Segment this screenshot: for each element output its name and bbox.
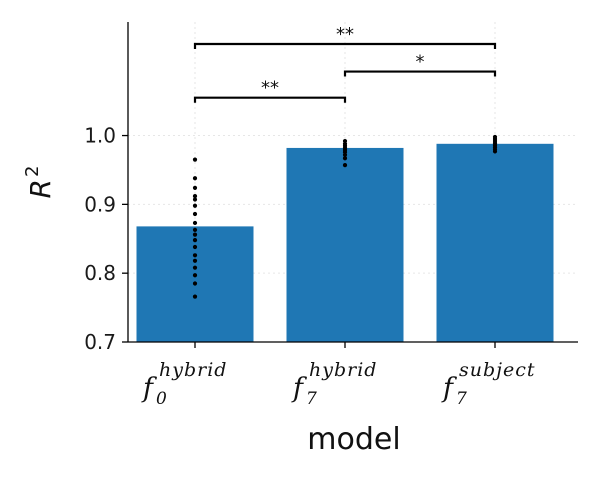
data-point: [192, 238, 198, 243]
data-point: [192, 157, 198, 162]
data-point: [192, 232, 198, 237]
x-tick-label-superscript: hybrid: [159, 359, 227, 381]
bracket-line: [193, 96, 347, 103]
data-point: [192, 203, 198, 208]
data-point: [342, 156, 348, 161]
x-axis-title: model: [307, 422, 400, 457]
data-point: [192, 227, 198, 232]
y-tick-label: 1.0: [84, 124, 116, 148]
bars: [136, 143, 554, 342]
x-tick-label-superscript: subject: [459, 359, 536, 381]
svg-text:R2: R2: [22, 166, 57, 199]
data-point: [192, 281, 198, 286]
data-point: [192, 197, 198, 202]
data-point: [192, 185, 198, 190]
y-tick-label: 0.9: [84, 192, 116, 216]
significance-brackets: *****: [193, 24, 497, 103]
y-axis-title-sup: 2: [22, 166, 43, 177]
x-tick-label: f 7 hybrid: [291, 359, 377, 409]
data-point: [192, 265, 198, 270]
axes: [127, 22, 578, 343]
data-point: [342, 152, 348, 157]
data-point: [192, 176, 198, 181]
data-point: [192, 220, 198, 226]
y-tick-label: 0.8: [84, 261, 116, 285]
y-axis-title-main: R: [24, 179, 57, 198]
data-point: [192, 253, 198, 258]
x-tick-label-subscript: 0: [156, 389, 167, 409]
bracket-line: [193, 42, 497, 50]
significance-label: **: [261, 78, 279, 99]
bracket-line: [343, 70, 497, 77]
significance-bracket: *: [343, 52, 497, 77]
x-tick-label: f 0 hybrid: [141, 359, 227, 409]
significance-label: **: [336, 24, 354, 45]
data-point: [192, 194, 198, 199]
y-axis-title: R2: [22, 166, 57, 199]
x-tick-label-subscript: 7: [306, 389, 317, 409]
significance-bracket: **: [193, 78, 347, 103]
x-tick-label-subscript: 7: [456, 389, 467, 409]
x-tick-label: f 7 subject: [441, 359, 536, 409]
y-ticks: 0.7 0.8 0.9 1.0: [84, 124, 128, 354]
data-point: [192, 244, 198, 250]
bar: [436, 143, 554, 342]
significance-label: *: [416, 52, 425, 73]
x-tick-label-superscript: hybrid: [309, 359, 377, 381]
data-point: [192, 273, 198, 278]
data-point: [192, 258, 198, 263]
x-tick-label-main: f: [141, 373, 157, 404]
data-point: [342, 163, 348, 168]
bar: [286, 147, 404, 342]
x-tick-label-main: f: [441, 373, 457, 404]
y-tick-label: 0.7: [84, 330, 116, 354]
data-point: [192, 294, 198, 299]
data-points: [192, 134, 498, 299]
significance-bracket: **: [193, 24, 497, 50]
data-point: [492, 149, 498, 154]
data-point: [192, 211, 198, 217]
x-tick-label-main: f: [291, 373, 307, 404]
